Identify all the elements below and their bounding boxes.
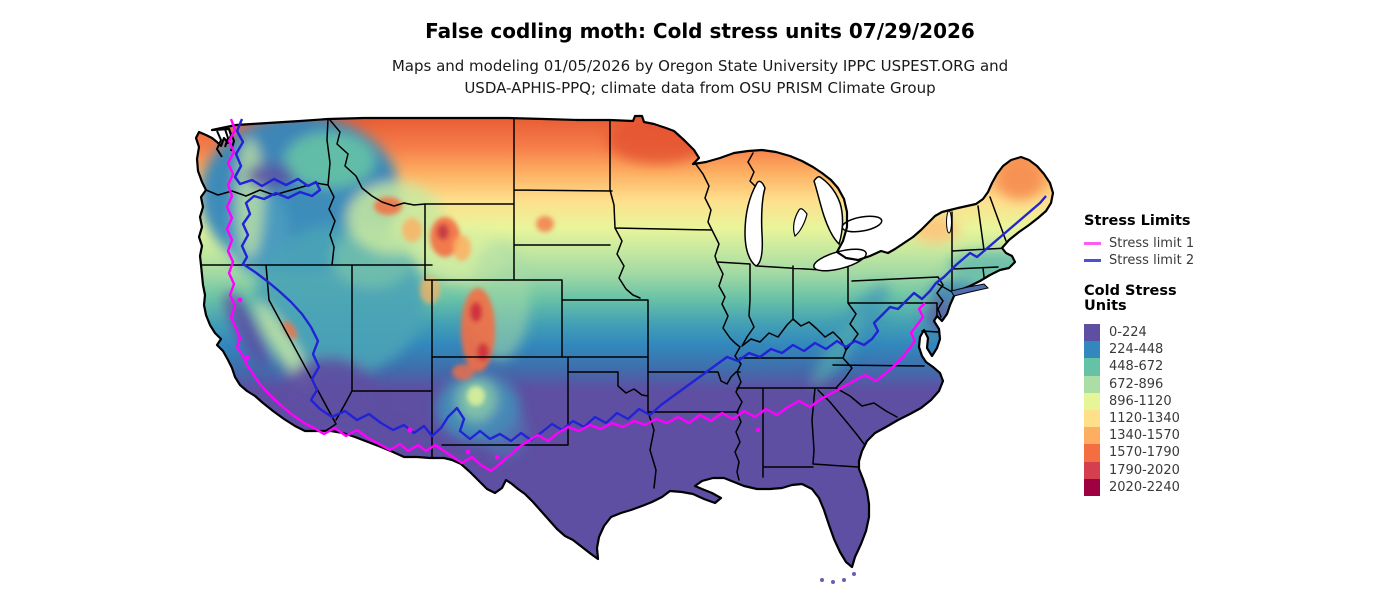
bin-label: 1790-2020 (1109, 462, 1180, 478)
legend-bin-row: 224-448 (1084, 341, 1384, 359)
cold-stress-bins: 0-224 224-448 448-672 672-896 896-1120 1… (1084, 324, 1384, 496)
stress-limits-legend-title: Stress Limits (1084, 213, 1191, 229)
legend-bin-row: 672-896 (1084, 375, 1384, 393)
stress-limit-1-swatch (1084, 242, 1101, 245)
bin-color-swatch (1084, 358, 1100, 376)
subtitle-line-1: Maps and modeling 01/05/2026 by Oregon S… (391, 57, 1009, 75)
bin-label: 1120-1340 (1109, 411, 1180, 427)
long-island (950, 283, 989, 297)
bin-color-swatch (1084, 444, 1100, 462)
bin-color-swatch (1084, 375, 1100, 393)
bin-label: 224-448 (1109, 342, 1164, 358)
bin-color-swatch (1084, 409, 1100, 428)
bin-color-swatch (1084, 392, 1100, 410)
stress-limit-1-label: Stress limit 1 (1109, 236, 1195, 251)
stress-limit-1-line (225, 118, 926, 473)
bin-label: 0-224 (1109, 325, 1147, 341)
bin-label: 896-1120 (1109, 393, 1172, 409)
legend-bin-row: 448-672 (1084, 358, 1384, 376)
cold-stress-legend: Cold Stress Units 0-224 224-448 448-672 … (1084, 284, 1384, 496)
legend-bin-row: 1120-1340 (1084, 409, 1384, 428)
cold-stress-legend-title-line2: Units (1084, 298, 1127, 314)
legend-bin-row: 1790-2020 (1084, 461, 1384, 479)
legend-bin-row: 2020-2240 (1084, 478, 1384, 496)
florida-keys (820, 572, 856, 584)
cold-stress-legend-title-line1: Cold Stress (1084, 283, 1177, 299)
stress-limit-1-specks (237, 297, 761, 460)
stress-limit-2-label: Stress limit 2 (1109, 253, 1195, 268)
stress-limit-row: Stress limit 2 (1084, 252, 1384, 269)
bin-color-swatch (1084, 324, 1100, 342)
state-borders (200, 118, 1009, 489)
bin-color-swatch (1084, 427, 1100, 445)
bin-label: 1570-1790 (1109, 445, 1180, 461)
stress-limits-legend: Stress Limits Stress limit 1 Stress limi… (1084, 213, 1384, 269)
bin-label: 2020-2240 (1109, 479, 1180, 495)
bin-label: 448-672 (1109, 359, 1164, 375)
stress-limit-row: Stress limit 1 (1084, 235, 1384, 252)
stress-limit-2-line (233, 118, 1047, 443)
legend-bin-row: 896-1120 (1084, 392, 1384, 410)
page-subtitle: Maps and modeling 01/05/2026 by Oregon S… (0, 55, 1400, 99)
stress-limit-2-swatch (1084, 259, 1101, 262)
bin-color-swatch (1084, 478, 1100, 496)
bin-color-swatch (1084, 461, 1100, 479)
map-raster-layer (196, 116, 1053, 567)
subtitle-line-2: USDA-APHIS-PPQ; climate data from OSU PR… (464, 79, 936, 97)
legend-bin-row: 1340-1570 (1084, 427, 1384, 445)
bin-label: 1340-1570 (1109, 428, 1180, 444)
page-title: False codling moth: Cold stress units 07… (425, 19, 975, 43)
legend-bin-row: 0-224 (1084, 324, 1384, 342)
great-lakes (744, 176, 952, 272)
conus-outline (194, 114, 1055, 569)
legend-bin-row: 1570-1790 (1084, 444, 1384, 462)
bin-label: 672-896 (1109, 376, 1164, 392)
bin-color-swatch (1084, 341, 1100, 359)
